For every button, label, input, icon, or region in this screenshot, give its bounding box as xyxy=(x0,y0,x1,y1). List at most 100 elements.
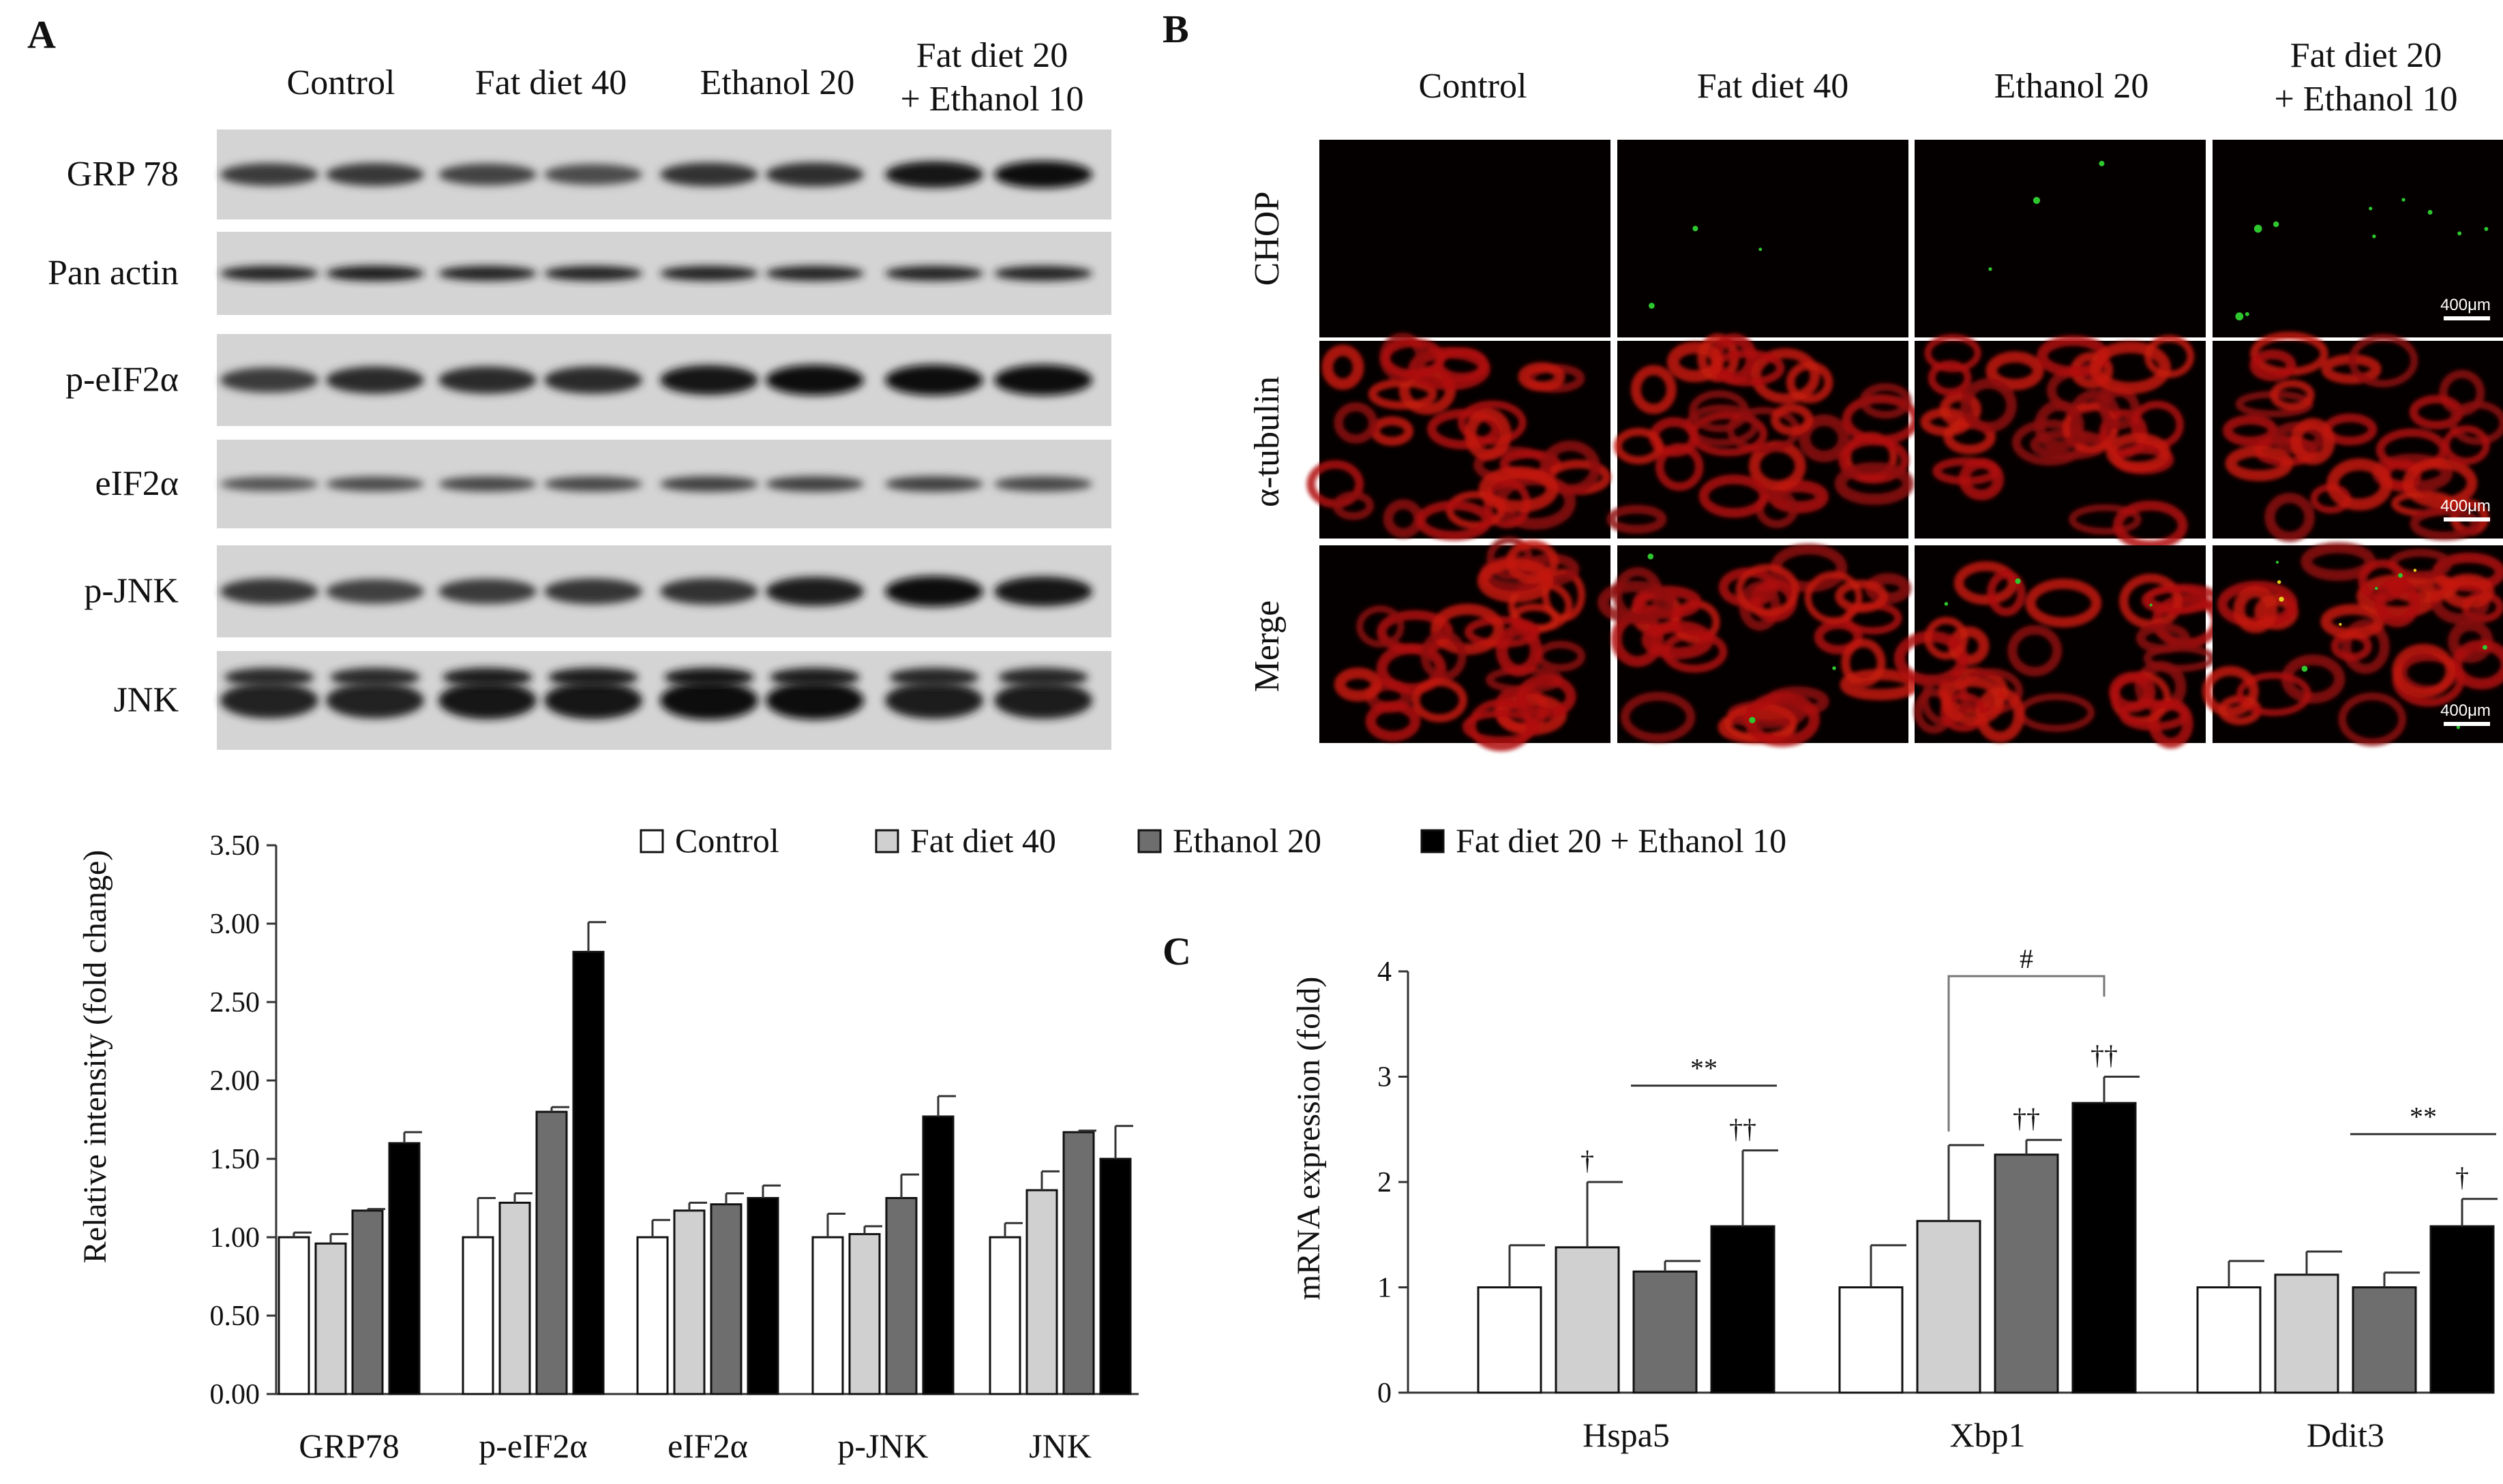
blot-band xyxy=(660,365,758,395)
blot-band xyxy=(438,164,537,185)
blot-band-upper xyxy=(224,667,314,687)
bar xyxy=(673,1209,706,1395)
blot-band xyxy=(326,579,424,604)
legend-swatch xyxy=(1137,829,1162,853)
blot-band xyxy=(660,680,758,721)
if-signal-dot xyxy=(2015,578,2021,584)
blot-row: eIF2α xyxy=(95,440,1111,528)
scale-bar-label: 400μm xyxy=(2440,701,2491,720)
if-signal-dot xyxy=(2457,231,2462,236)
blot-band xyxy=(326,682,424,718)
x-category-label: Ddit3 xyxy=(2307,1416,2384,1454)
bar xyxy=(2196,1286,2262,1394)
bar xyxy=(848,1232,881,1395)
if-signal-dot xyxy=(2484,226,2489,231)
bar xyxy=(2274,1273,2339,1394)
if-image: 400μm xyxy=(2213,140,2503,337)
legend-label: Control xyxy=(675,821,779,860)
blot-label: GRP 78 xyxy=(67,155,179,194)
blot-band xyxy=(220,476,318,491)
if-image: 400μm xyxy=(2213,331,2503,542)
blot-band xyxy=(660,162,758,187)
if-signal-dot xyxy=(1832,666,1836,670)
blot-band xyxy=(544,681,642,720)
blot-band xyxy=(220,682,318,718)
bar xyxy=(1062,1131,1095,1395)
if-image xyxy=(1597,543,1920,747)
bar xyxy=(1994,1153,2059,1394)
blot-band xyxy=(326,476,424,491)
blot-band xyxy=(994,266,1092,281)
significance-bracket xyxy=(1947,975,2105,1132)
if-signal-dot xyxy=(2275,560,2279,564)
if-signal-dot xyxy=(2401,198,2405,202)
panel-a-letter: A xyxy=(27,12,56,57)
blot-band xyxy=(220,163,318,186)
bar xyxy=(278,1236,310,1395)
y-tick-label: 1.00 xyxy=(210,1222,260,1254)
if-signal-dot xyxy=(2339,622,2342,626)
bar xyxy=(922,1115,955,1395)
if-row-label: CHOP xyxy=(1248,192,1287,286)
y-tick-label: 0 xyxy=(1377,1378,1392,1409)
blot-label: Pan actin xyxy=(48,254,179,292)
x-category-label: Xbp1 xyxy=(1949,1416,2025,1454)
if-header-control: Control xyxy=(1419,67,1527,106)
legend-item: Control xyxy=(640,821,779,860)
blot-band xyxy=(220,266,318,281)
blot-band xyxy=(766,577,864,606)
blot-band-upper xyxy=(998,667,1088,687)
blot-row: JNK xyxy=(114,651,1111,750)
if-signal-dot xyxy=(2277,580,2281,584)
blot-band xyxy=(885,682,983,719)
legend-label: Fat diet 20 + Ethanol 10 xyxy=(1456,821,1786,860)
if-row-label: α-tubulin xyxy=(1248,376,1287,507)
if-image xyxy=(1915,140,2206,337)
bar xyxy=(314,1242,347,1395)
bar xyxy=(710,1203,743,1395)
blot-band xyxy=(885,266,983,281)
if-signal-dot xyxy=(2413,569,2417,572)
blot-header-control: Control xyxy=(287,63,395,102)
if-header-combo-line2: + Ethanol 10 xyxy=(2274,80,2457,119)
blot-band-upper xyxy=(770,667,860,687)
blot-band xyxy=(766,681,864,720)
blot-band xyxy=(544,578,642,605)
if-row-label: Merge xyxy=(1248,601,1287,693)
y-tick-label: 3 xyxy=(1377,1062,1392,1093)
significance-marker: † xyxy=(2455,1162,2469,1193)
bar xyxy=(747,1197,779,1395)
bar xyxy=(1710,1225,1775,1394)
blot-band xyxy=(885,364,983,396)
blot-row: GRP 78 xyxy=(67,130,1111,219)
blot-band xyxy=(766,266,864,281)
bar xyxy=(1025,1189,1058,1395)
if-signal-dot xyxy=(2369,207,2373,211)
if-image xyxy=(1306,333,1611,541)
significance-marker: ** xyxy=(2410,1102,2437,1132)
if-signal-dot xyxy=(1988,267,1992,271)
x-category-label: p-eIF2α xyxy=(479,1427,588,1465)
blot-label: p-eIF2α xyxy=(65,361,179,399)
blot-band xyxy=(326,366,424,394)
y-tick-label: 1.50 xyxy=(210,1144,260,1175)
y-tick-label: 2 xyxy=(1377,1167,1392,1198)
blot-band-upper xyxy=(664,667,754,687)
blot-band xyxy=(994,364,1092,396)
legend-swatch xyxy=(875,829,899,853)
bar xyxy=(351,1209,384,1395)
bar xyxy=(1916,1220,1981,1394)
blot-row: p-JNK xyxy=(84,545,1111,637)
bar xyxy=(2352,1286,2417,1394)
blot-band xyxy=(326,265,424,282)
significance-marker: ** xyxy=(1690,1053,1718,1084)
bar xyxy=(572,950,605,1395)
bar xyxy=(2429,1225,2495,1394)
bar xyxy=(885,1197,918,1395)
if-image xyxy=(1606,333,1920,539)
y-tick-label: 0.50 xyxy=(210,1301,260,1332)
y-tick-label: 4 xyxy=(1377,956,1392,988)
blot-header-ethanol: Ethanol 20 xyxy=(700,63,855,102)
blot-band xyxy=(220,367,318,393)
if-image xyxy=(1893,545,2221,749)
